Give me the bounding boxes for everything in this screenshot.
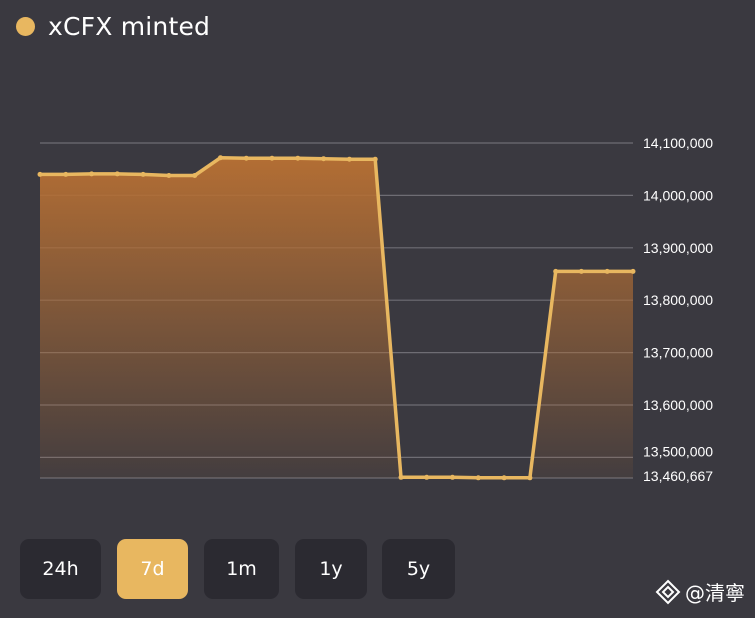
y-tick-label: 13,600,000 [643, 397, 713, 413]
range-1y-button[interactable]: 1y [295, 539, 367, 599]
data-point [63, 171, 69, 177]
data-point [269, 155, 275, 161]
y-tick-label: 13,500,000 [643, 443, 713, 459]
data-point [372, 156, 378, 162]
data-point [501, 475, 507, 481]
y-tick-label: 13,460,667 [643, 468, 713, 484]
watermark: @清寧 [655, 577, 745, 606]
series-line [40, 155, 633, 480]
diamond-logo-icon [655, 579, 681, 604]
data-point [114, 171, 120, 177]
data-point [166, 173, 172, 178]
data-point [89, 171, 95, 177]
chart-header: xCFX minted [16, 12, 210, 41]
range-1m-button[interactable]: 1m [204, 539, 279, 599]
data-point [450, 474, 455, 480]
range-24h-button[interactable]: 24h [20, 539, 101, 599]
area-chart: 14,100,000 14,000,000 13,900,000 13,800,000… [37, 135, 713, 484]
data-point [140, 171, 146, 177]
data-point [243, 155, 249, 161]
y-tick-label: 14,100,000 [643, 135, 713, 151]
y-tick-label: 13,700,000 [643, 345, 713, 361]
data-point [192, 173, 198, 178]
series-area [40, 157, 633, 478]
data-point [295, 155, 301, 161]
y-tick-label: 14,000,000 [643, 187, 713, 203]
data-point [37, 171, 43, 177]
data-point [475, 475, 481, 481]
data-point [578, 268, 584, 274]
data-point [346, 156, 352, 162]
y-tick-label: 13,800,000 [643, 292, 713, 308]
data-point [398, 474, 404, 480]
watermark-text: @清寧 [685, 581, 745, 605]
chart-title: xCFX minted [48, 12, 211, 41]
data-point [527, 475, 533, 481]
legend-dot [16, 17, 35, 36]
range-7d-button[interactable]: 7d [117, 539, 188, 599]
data-point [424, 474, 430, 480]
data-point [218, 155, 223, 161]
data-point [321, 156, 327, 162]
data-point [553, 268, 559, 274]
y-tick-label: 13,900,000 [643, 240, 713, 256]
range-5y-button[interactable]: 5y [382, 539, 455, 599]
data-point [630, 268, 636, 274]
data-point [604, 268, 610, 274]
